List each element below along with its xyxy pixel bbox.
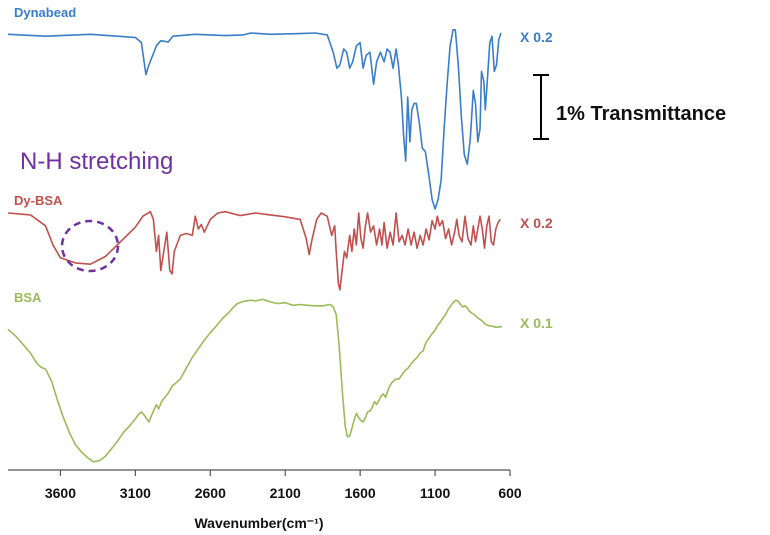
x-tick-label: 2100 xyxy=(270,485,301,501)
annotation-label: N-H stretching xyxy=(20,148,173,175)
annotation-circle xyxy=(60,219,120,273)
nh-stretching-annotation: N-H stretching xyxy=(20,148,173,273)
series-label-dynabead: Dynabead xyxy=(14,5,76,20)
series-line-bsa xyxy=(7,298,502,463)
x-tick-label: 2600 xyxy=(195,485,226,501)
x-tick-label: 1600 xyxy=(345,485,376,501)
scale-factor-label-dynabead: X 0.2 xyxy=(520,29,553,45)
x-tick-label: 3600 xyxy=(45,485,76,501)
x-tick-label: 600 xyxy=(498,485,522,501)
scale-factor-label-dy-bsa: X 0.2 xyxy=(520,215,553,231)
x-axis: 3600 3100 2600 2100 1600 1100 600 Wavenumber(c… xyxy=(8,469,522,531)
x-tick-label: 3100 xyxy=(120,485,151,501)
scale-factor-label-bsa: X 0.1 xyxy=(520,315,553,331)
scale-bar-label: 1% Transmittance xyxy=(556,103,726,125)
scale-bar: 1% Transmittance xyxy=(533,74,726,140)
series-line-dynabead xyxy=(7,29,502,210)
x-axis-label: Wavenumber(cm⁻¹) xyxy=(194,515,323,531)
series-label-bsa: BSA xyxy=(14,290,42,305)
series-line-dy-bsa xyxy=(7,210,501,291)
series-label-dy-bsa: Dy-BSA xyxy=(14,193,63,208)
x-tick-label: 1100 xyxy=(420,485,451,501)
